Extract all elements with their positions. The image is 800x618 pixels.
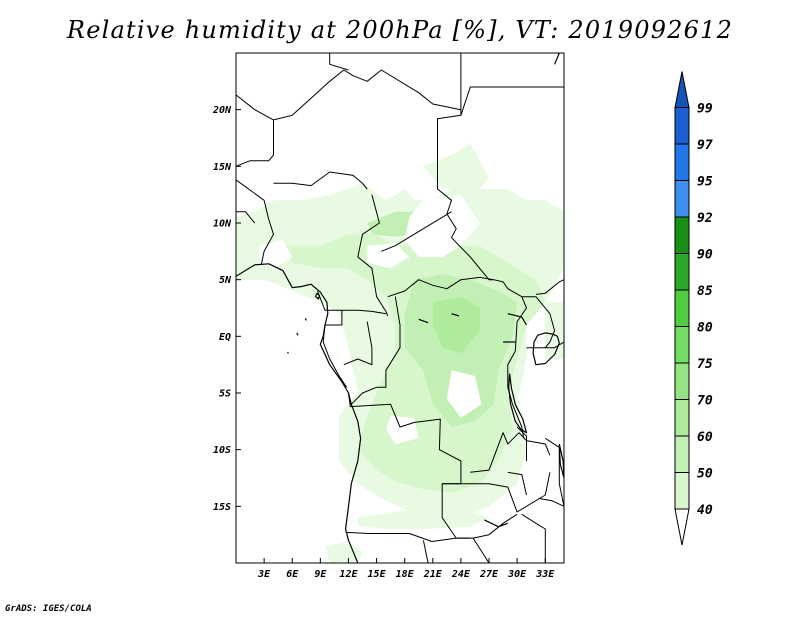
coastline-0 [236,263,362,563]
coastline-1 [315,292,320,300]
coastline-7 [558,443,564,479]
coastline-12 [451,313,460,317]
country-border-28 [516,426,527,461]
lat-tick-label-15N: 15N [213,162,232,173]
colorbar-label-92: 92 [697,211,713,226]
country-border-19 [422,540,429,563]
country-border-13 [343,321,373,366]
coastline-11 [418,318,429,324]
coastline-5 [532,332,560,366]
lon-tick-label-6E: 6E [286,569,299,580]
colorbar-label-40: 40 [697,503,713,518]
country-border-9 [381,211,452,252]
colorbar-above-arrow [674,71,690,108]
lat-tick-label-5N: 5N [219,275,232,286]
country-border-22 [538,497,564,507]
country-border-1 [329,53,349,71]
dry-patch-1 [367,243,410,269]
humidity-contour-40-4 [423,143,489,189]
lat-tick-label-10N: 10N [213,219,232,230]
country-border-16 [470,432,551,473]
colorbar-segment-90 [674,216,690,254]
country-border-5 [273,171,368,190]
colorbar-label-75: 75 [697,357,713,372]
colorbar-segment-85 [674,253,690,291]
coastline-13 [554,53,560,65]
country-border-21 [521,513,546,563]
lon-tick-label-3E: 3E [257,569,271,580]
country-border-7 [236,211,256,224]
map-frame [235,52,565,564]
colorbar-below-arrow [674,508,690,546]
coastline-3 [296,332,299,336]
colorbar-label-50: 50 [697,467,713,482]
colorbar-label-97: 97 [697,138,713,153]
coastline-2 [304,317,307,321]
coastline-4 [287,351,289,354]
colorbar-label-99: 99 [697,102,713,117]
dry-patch-2 [259,240,293,269]
lon-tick-label-9E: 9E [314,569,327,580]
lon-tick-label-12E: 12E [339,569,358,580]
dry-patch-0 [404,194,480,257]
lon-tick-label-24E: 24E [451,569,471,580]
chart-title: Relative humidity at 200hPa [%], VT: 201… [66,16,734,44]
colorbar-segment-95 [674,143,690,181]
coastline-10 [507,313,528,326]
lat-tick-label-10S: 10S [213,445,231,456]
colorbar-segment-70 [674,362,690,400]
country-border-23 [545,437,564,507]
lat-tick-label-15S: 15S [213,502,231,513]
humidity-contour-40-2 [325,542,363,563]
colorbar-label-95: 95 [697,175,713,190]
coastline-6 [508,373,528,434]
colorbar-segment-50 [674,435,690,473]
colorbar-label-60: 60 [697,430,713,445]
colorbar-label-85: 85 [697,284,713,299]
country-border-4 [236,119,274,167]
humidity-contour-40-1 [357,506,489,529]
lon-tick-label-15E: 15E [368,569,387,580]
country-border-24 [507,471,527,496]
colorbar-label-90: 90 [697,248,713,263]
country-border-15 [348,392,471,539]
colorbar-segment-75 [674,326,690,364]
colorbar-segment-92 [674,180,690,218]
country-border-3 [460,86,564,116]
colorbar-segment-80 [674,289,690,327]
map-area [236,53,564,563]
coastline-9 [484,519,509,528]
country-border-14 [350,296,401,405]
dry-patch-3 [446,370,482,418]
lon-tick-label-33E: 33E [535,569,555,580]
country-border-20 [472,537,490,563]
dry-patch-4 [385,415,419,444]
lon-tick-label-30E: 30E [507,569,527,580]
colorbar-label-70: 70 [697,394,713,409]
lat-tick-label-20N: 20N [212,105,232,116]
lon-tick-label-27E: 27E [479,569,499,580]
lon-tick-label-21E: 21E [423,569,443,580]
grads-credit: GrADS: IGES/COLA [5,604,92,614]
country-border-17 [442,472,551,513]
colorbar: 40 50 60 70 75 80 85 90 92 95 97 99 [674,71,713,546]
country-border-12 [341,309,386,315]
country-border-8 [357,194,389,317]
colorbar-segment-97 [674,107,690,145]
country-border-26 [521,296,556,349]
country-border-10 [387,276,527,439]
lat-tick-label-5S: 5S [219,389,231,400]
humidity-contour-70-8 [432,296,480,354]
country-border-25 [535,279,564,295]
lat-tick-label-EQ: EQ [219,332,231,343]
lon-tick-label-18E: 18E [396,569,415,580]
colorbar-segment-60 [674,399,690,437]
country-border-6 [236,179,274,266]
country-border-27 [526,341,564,349]
colorbar-segment-40 [674,472,690,510]
colorbar-label-80: 80 [697,321,713,336]
